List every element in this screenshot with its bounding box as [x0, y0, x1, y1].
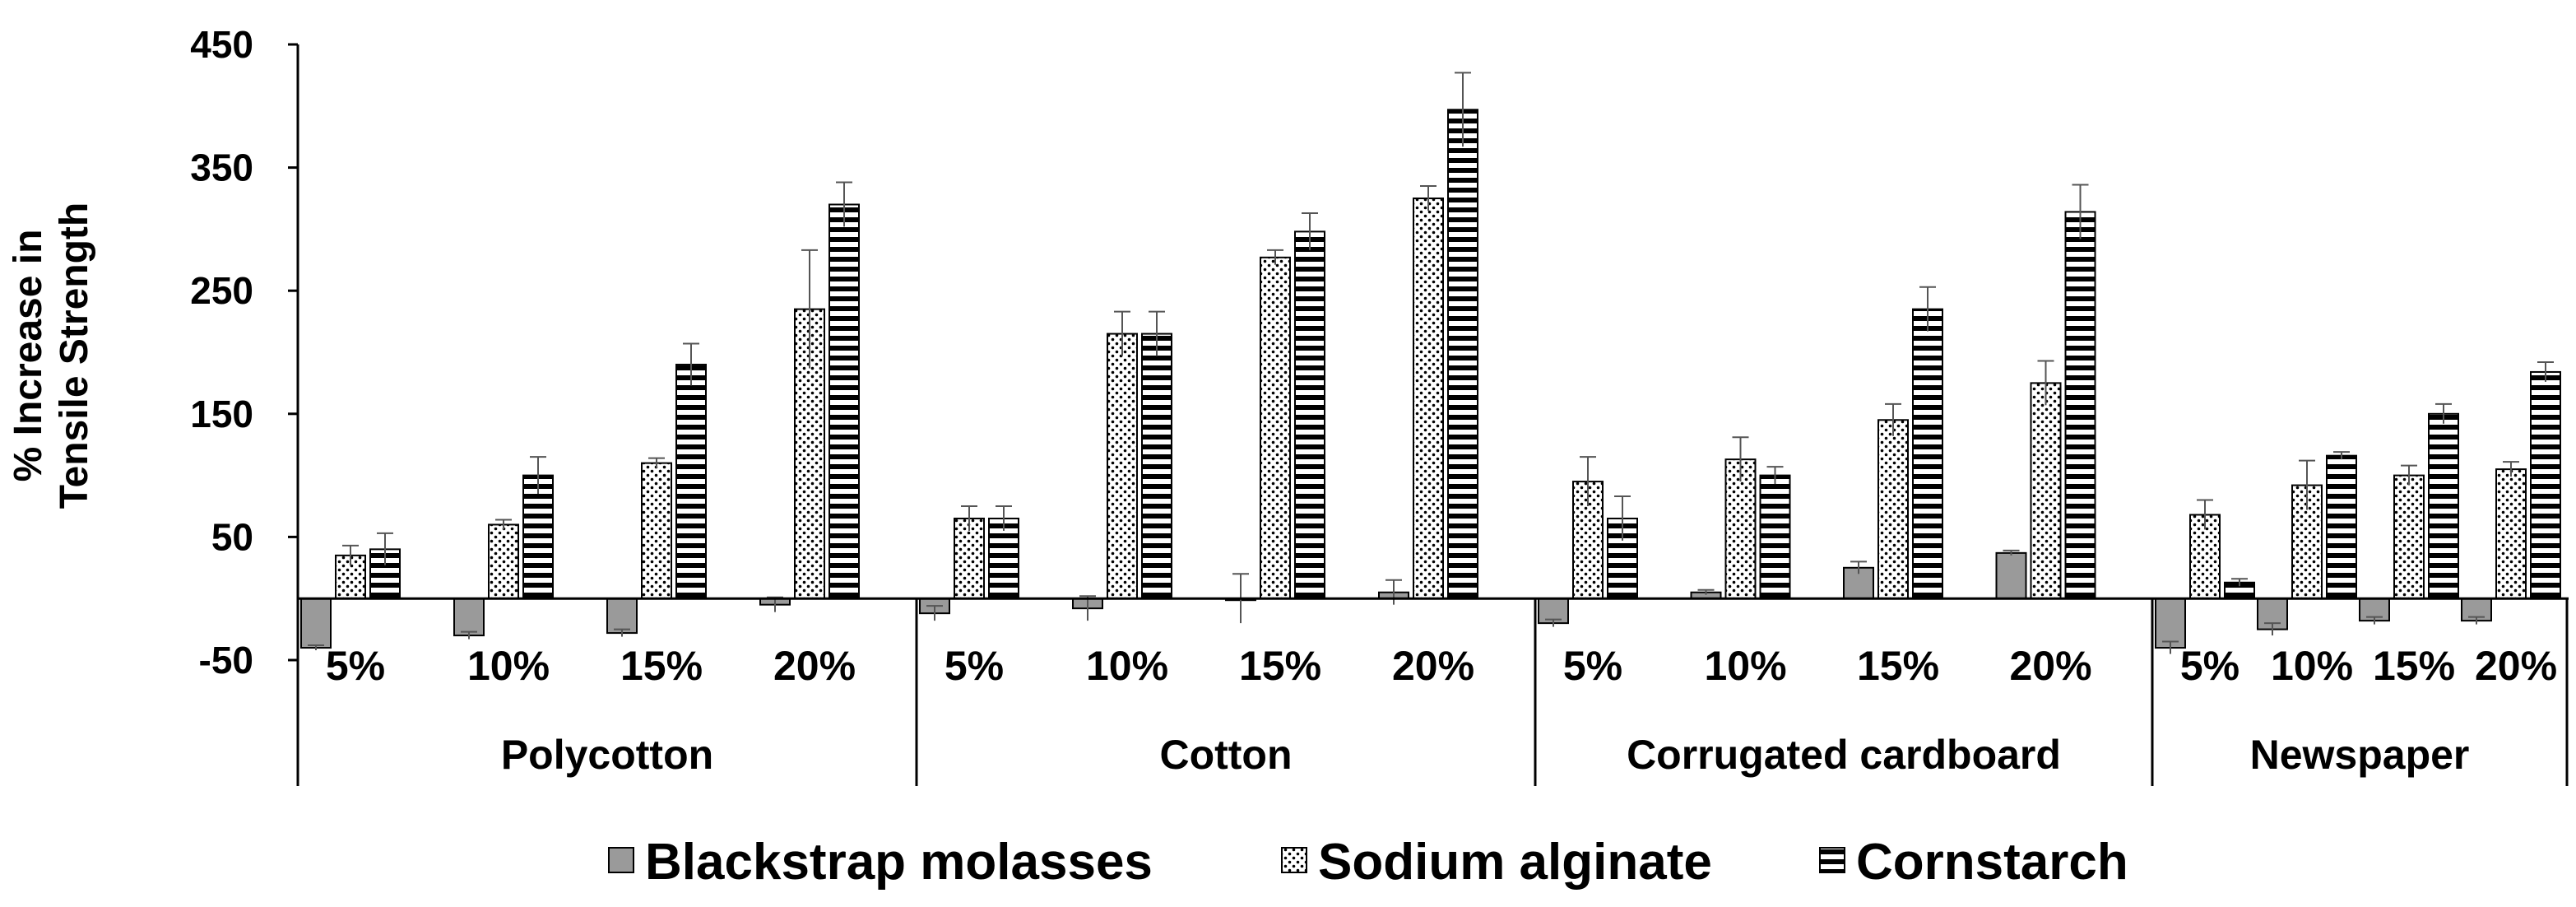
legend-label-sodium-alginate: Sodium alginate	[1318, 834, 1712, 891]
subcategory-label: 20%	[2475, 643, 2557, 689]
subcategory-label: 10%	[1086, 643, 1168, 689]
bar-cornstarch-polycotton-15	[675, 363, 707, 600]
bar-cornstarch-corrugated-cardboard-15	[1912, 308, 1943, 600]
y-tick-label: 50	[211, 515, 253, 558]
subcategory-label: 20%	[1392, 643, 1474, 689]
y-axis-title-line-1: % Increase in	[7, 230, 50, 482]
bar-sodium-alginate-polycotton-10	[488, 523, 519, 600]
bar-cornstarch-newspaper-20	[2530, 370, 2561, 600]
subcategory-label: 15%	[620, 643, 703, 689]
legend-swatch-cornstarch	[1819, 847, 1845, 873]
bar-blackstrap-molasses-newspaper-5	[2155, 598, 2186, 649]
bar-sodium-alginate-cotton-20	[1413, 198, 1444, 600]
legend-label-blackstrap-molasses: Blackstrap molasses	[645, 834, 1153, 891]
subcategory-label: 5%	[945, 643, 1004, 689]
subcategory-label: 20%	[2009, 643, 2091, 689]
subcategory-label: 20%	[773, 643, 856, 689]
y-tick-label: 250	[190, 269, 253, 312]
bar-cornstarch-cotton-10	[1141, 333, 1172, 600]
y-tick-label: 450	[190, 23, 253, 66]
legend-swatch-sodium-alginate	[1281, 847, 1307, 873]
y-tick-label: -50	[199, 639, 253, 681]
subcategory-label: 5%	[1563, 643, 1622, 689]
bar-cornstarch-newspaper-10	[2326, 454, 2357, 600]
legend: Blackstrap molasses Sodium alginate Cornst…	[608, 834, 2128, 891]
y-tick-label: 150	[190, 393, 253, 435]
subcategory-label: 10%	[467, 643, 550, 689]
y-axis-title-line-2: Tensile Strength	[53, 202, 96, 509]
bar-cornstarch-cotton-20	[1447, 109, 1478, 600]
bar-sodium-alginate-corrugated-cardboard-20	[2030, 382, 2062, 600]
subcategory-label: 15%	[1239, 643, 1321, 689]
bar-sodium-alginate-polycotton-15	[641, 462, 672, 600]
bar-cornstarch-cotton-15	[1294, 230, 1325, 600]
bar-sodium-alginate-corrugated-cardboard-15	[1877, 419, 1909, 600]
bar-cornstarch-corrugated-cardboard-20	[2064, 211, 2096, 600]
subcategory-label: 5%	[326, 643, 385, 689]
bar-sodium-alginate-newspaper-15	[2393, 474, 2425, 600]
bar-blackstrap-molasses-polycotton-5	[300, 598, 332, 649]
subcategory-label: 10%	[2271, 643, 2353, 689]
legend-label-cornstarch: Cornstarch	[1856, 834, 2128, 891]
bar-blackstrap-molasses-polycotton-10	[453, 598, 485, 637]
group-label-polycotton: Polycotton	[501, 732, 713, 778]
bar-sodium-alginate-cotton-10	[1107, 333, 1138, 600]
bars	[300, 72, 2561, 654]
bar-cornstarch-corrugated-cardboard-10	[1759, 474, 1791, 600]
category-labels: 5% 10% 15% 20% Polycotton 5% 10% 15% 20% Cotton 5%…	[326, 643, 2557, 778]
bar-sodium-alginate-newspaper-20	[2495, 468, 2527, 600]
subcategory-label: 15%	[1857, 643, 1939, 689]
y-tick-label: 350	[190, 147, 253, 189]
legend-swatch-blackstrap-molasses	[608, 847, 634, 873]
subcategory-label: 15%	[2373, 643, 2455, 689]
bar-cornstarch-cotton-5	[988, 517, 1019, 600]
subcategory-label: 5%	[2180, 643, 2239, 689]
group-label-newspaper: Newspaper	[2250, 732, 2470, 778]
bar-sodium-alginate-cotton-15	[1260, 256, 1291, 600]
bar-cornstarch-newspaper-15	[2428, 412, 2459, 600]
bar-blackstrap-molasses-polycotton-15	[606, 598, 638, 635]
bar-cornstarch-polycotton-20	[828, 203, 860, 600]
axes	[296, 597, 2569, 786]
bar-blackstrap-molasses-corrugated-cardboard-20	[1995, 551, 2027, 600]
subcategory-label: 10%	[1704, 643, 1786, 689]
bar-sodium-alginate-cotton-5	[954, 517, 985, 600]
group-label-corrugated-cardboard: Corrugated cardboard	[1627, 732, 2061, 778]
y-axis: -50 50 150 250 350 450	[190, 23, 299, 786]
group-label-cotton: Cotton	[1159, 732, 1292, 778]
bar-sodium-alginate-corrugated-cardboard-10	[1724, 458, 1757, 600]
